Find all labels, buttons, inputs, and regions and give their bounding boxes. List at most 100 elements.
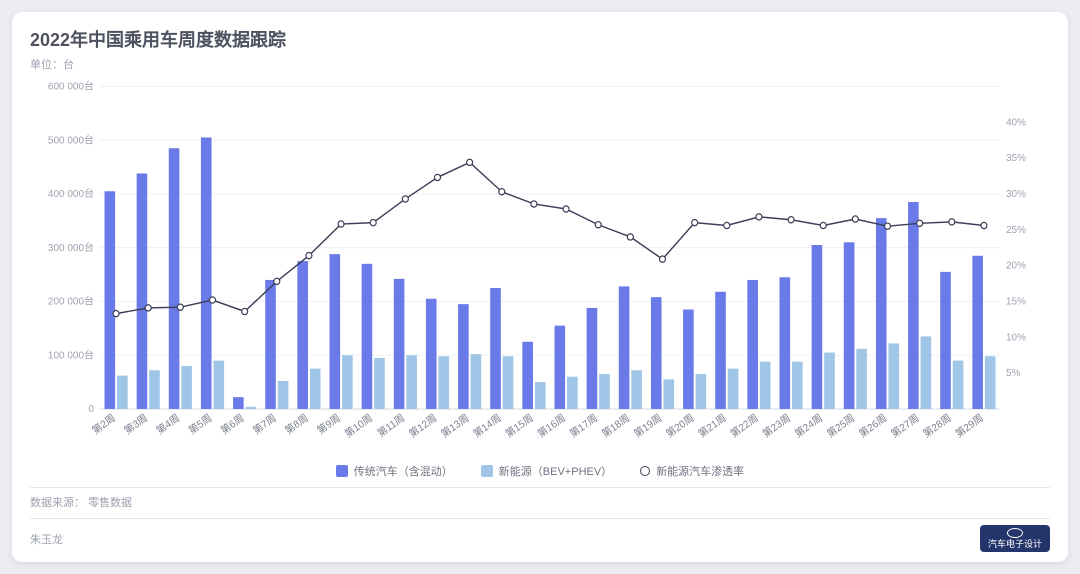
svg-text:400 000台: 400 000台	[48, 187, 94, 200]
bar-nev	[278, 381, 289, 409]
bar-nev	[760, 362, 771, 409]
penetration-marker	[627, 234, 633, 240]
x-category-label: 第10周	[342, 411, 375, 440]
x-category-label: 第26周	[856, 411, 889, 440]
penetration-marker	[660, 256, 666, 262]
bar-traditional	[105, 191, 116, 409]
penetration-marker	[370, 219, 376, 225]
bar-traditional	[651, 297, 662, 409]
legend-label-penetration: 新能源汽车渗透率	[656, 463, 744, 479]
bar-traditional	[137, 173, 148, 408]
bar-traditional	[330, 254, 341, 409]
legend-item-penetration: 新能源汽车渗透率	[640, 463, 744, 479]
penetration-marker	[338, 221, 344, 227]
bar-nev	[181, 366, 192, 409]
svg-text:10%: 10%	[1006, 332, 1026, 343]
brand-logo: 汽车电子设计	[980, 525, 1050, 552]
penetration-marker	[531, 201, 537, 207]
bar-nev	[406, 355, 417, 409]
x-category-label: 第29周	[953, 411, 986, 440]
bar-nev	[792, 362, 803, 409]
svg-text:0: 0	[88, 404, 94, 415]
penetration-marker	[756, 214, 762, 220]
x-category-label: 第27周	[889, 411, 922, 440]
chart-card: 2022年中国乘用车周度数据跟踪 单位：台 0100 000台200 000台3…	[12, 12, 1068, 562]
bar-traditional	[780, 277, 791, 409]
source-row: 数据来源： 零售数据	[30, 487, 1050, 510]
penetration-marker	[113, 311, 119, 317]
penetration-marker	[788, 217, 794, 223]
bar-nev	[599, 374, 610, 409]
logo-ring-icon	[1007, 528, 1023, 538]
penetration-marker	[467, 159, 473, 165]
penetration-marker	[402, 196, 408, 202]
legend: 传统汽车（含混动） 新能源（BEV+PHEV） 新能源汽车渗透率	[30, 463, 1050, 479]
penetration-marker	[177, 304, 183, 310]
penetration-marker	[210, 297, 216, 303]
logo-text: 汽车电子设计	[988, 540, 1042, 549]
x-category-label: 第28周	[921, 411, 954, 440]
footer: 朱玉龙 汽车电子设计	[30, 518, 1050, 552]
bar-traditional	[844, 242, 855, 409]
penetration-marker	[563, 206, 569, 212]
bar-nev	[503, 356, 514, 409]
x-category-label: 第20周	[664, 411, 697, 440]
penetration-marker	[306, 252, 312, 258]
svg-text:500 000台: 500 000台	[48, 133, 94, 146]
penetration-marker	[145, 305, 151, 311]
bar-nev	[246, 407, 257, 409]
svg-text:300 000台: 300 000台	[48, 241, 94, 254]
svg-text:20%: 20%	[1006, 261, 1026, 272]
swatch-nev	[481, 465, 493, 477]
bar-traditional	[201, 137, 212, 408]
penetration-marker	[274, 278, 280, 284]
x-category-label: 第22周	[728, 411, 761, 440]
bar-traditional	[362, 264, 373, 409]
bar-nev	[856, 349, 867, 409]
plot-area: 0100 000台200 000台300 000台400 000台500 000…	[30, 76, 1050, 461]
penetration-marker	[692, 219, 698, 225]
svg-text:5%: 5%	[1006, 368, 1020, 379]
penetration-marker	[499, 189, 505, 195]
svg-text:40%: 40%	[1006, 117, 1026, 128]
legend-item-traditional: 传统汽车（含混动）	[336, 463, 453, 479]
bar-traditional	[876, 218, 887, 409]
penetration-marker	[917, 220, 923, 226]
x-category-label: 第3周	[122, 411, 150, 437]
swatch-penetration	[640, 466, 650, 476]
bar-nev	[567, 377, 578, 409]
bar-traditional	[265, 280, 276, 409]
x-category-label: 第11周	[375, 411, 407, 440]
svg-text:200 000台: 200 000台	[48, 294, 94, 307]
bar-nev	[888, 343, 899, 409]
bar-nev	[631, 370, 642, 409]
penetration-marker	[242, 308, 248, 314]
penetration-marker	[435, 174, 441, 180]
bar-traditional	[940, 272, 951, 409]
x-category-label: 第15周	[503, 411, 536, 440]
author-label: 朱玉龙	[30, 531, 63, 547]
bar-traditional	[747, 280, 758, 409]
bar-nev	[471, 354, 482, 409]
bar-nev	[535, 382, 546, 409]
source-label: 数据来源：	[30, 497, 85, 509]
penetration-marker	[885, 223, 891, 229]
legend-label-traditional: 传统汽车（含混动）	[354, 463, 453, 479]
source-value: 零售数据	[88, 497, 132, 509]
bar-nev	[824, 353, 835, 409]
svg-text:35%: 35%	[1006, 153, 1026, 164]
x-category-label: 第7周	[250, 411, 278, 437]
x-category-label: 第4周	[154, 411, 182, 437]
bar-traditional	[490, 288, 501, 409]
x-category-label: 第24周	[792, 411, 825, 440]
bar-traditional	[812, 245, 823, 409]
bar-nev	[117, 376, 128, 409]
x-category-label: 第6周	[218, 411, 246, 437]
x-category-label: 第9周	[315, 411, 343, 437]
bar-nev	[149, 370, 160, 409]
bar-nev	[663, 379, 674, 409]
bar-traditional	[522, 342, 533, 409]
bar-traditional	[683, 310, 694, 409]
penetration-marker	[820, 222, 826, 228]
bar-traditional	[458, 304, 469, 409]
